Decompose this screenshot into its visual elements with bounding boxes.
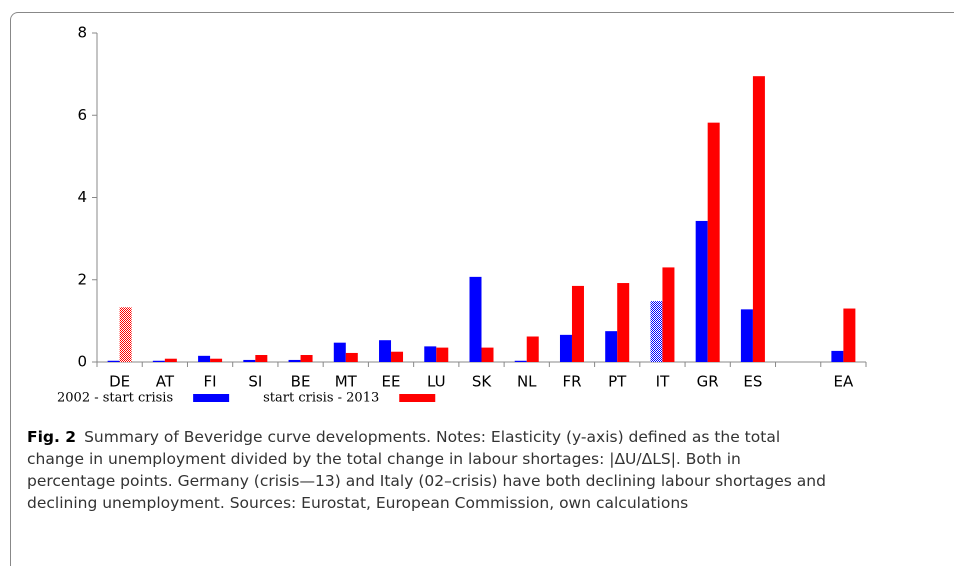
bar xyxy=(164,358,177,362)
legend-label: 2002 - start crisis xyxy=(57,391,173,406)
bar xyxy=(740,309,753,362)
bar xyxy=(107,360,120,362)
caption-label: Fig. 2 xyxy=(27,428,77,446)
x-tick-label: PT xyxy=(608,373,627,391)
figure-frame xyxy=(10,12,954,566)
caption: Fig. 2 Summary of Beveridge curve develop… xyxy=(27,426,827,514)
bar xyxy=(288,359,301,362)
bar xyxy=(662,267,675,362)
y-tick-label: 0 xyxy=(77,353,87,371)
bar xyxy=(345,352,358,362)
bar xyxy=(650,301,663,362)
bar xyxy=(198,355,211,362)
legend-swatch xyxy=(193,394,230,402)
legend-swatch xyxy=(399,394,436,402)
bar xyxy=(695,220,708,362)
caption-text: Summary of Beveridge curve developments.… xyxy=(27,428,826,512)
bar xyxy=(152,360,165,362)
y-tick-label: 2 xyxy=(77,270,87,288)
bar xyxy=(333,342,346,362)
bar xyxy=(391,351,404,362)
bar xyxy=(617,283,630,362)
x-tick-label: NL xyxy=(517,373,537,391)
x-tick-label: BE xyxy=(291,373,311,391)
bar xyxy=(469,276,482,362)
chart: 0 2 4 6 8 DE AT FI SI BE MT EE LU SK NL FR PT IT GR ES EA 200… xyxy=(57,24,867,406)
bar xyxy=(481,347,494,362)
x-tick-label: FR xyxy=(562,373,581,391)
bar xyxy=(379,340,392,362)
bar xyxy=(424,346,437,362)
x-tick-label: SK xyxy=(472,373,493,391)
bar xyxy=(752,76,765,363)
bar xyxy=(436,347,449,362)
x-tick-label: AT xyxy=(156,373,175,391)
x-tick-label: DE xyxy=(109,373,130,391)
x-tick-label: EA xyxy=(834,373,854,391)
x-tick-label: FI xyxy=(204,373,217,391)
x-tick-label: MT xyxy=(335,373,358,391)
bar xyxy=(843,308,856,362)
bar xyxy=(255,355,268,362)
bar xyxy=(526,336,539,362)
legend-label: start crisis - 2013 xyxy=(263,391,379,406)
bar xyxy=(210,358,223,362)
x-tick-label: LU xyxy=(427,373,446,391)
bar xyxy=(707,122,720,362)
bar xyxy=(119,307,132,362)
x-tick-label: IT xyxy=(656,373,670,391)
bar xyxy=(243,359,256,362)
x-tick-label: SI xyxy=(248,373,262,391)
x-tick-label: EE xyxy=(382,373,401,391)
bar xyxy=(514,360,527,362)
y-tick-label: 8 xyxy=(77,24,87,42)
bar xyxy=(300,355,313,362)
y-tick-label: 4 xyxy=(77,188,87,206)
bar xyxy=(571,285,584,362)
bar xyxy=(559,334,572,362)
bar xyxy=(605,331,618,362)
x-tick-label: ES xyxy=(743,373,762,391)
bar xyxy=(831,350,844,362)
x-tick-label: GR xyxy=(697,373,719,391)
y-tick-label: 6 xyxy=(77,106,87,124)
